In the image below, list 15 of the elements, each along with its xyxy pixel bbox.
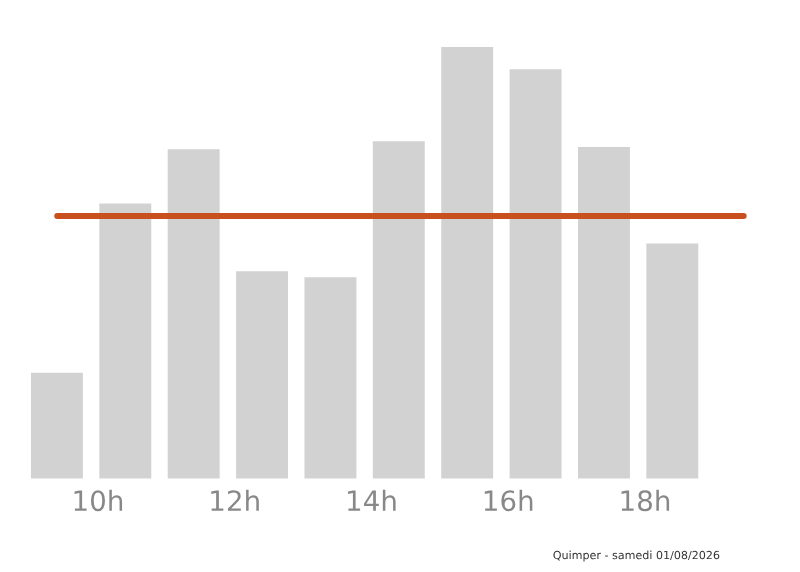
bar: [301, 274, 360, 480]
x-tick-label: 14h: [348, 489, 396, 511]
bar: [438, 44, 496, 480]
bar: [96, 200, 155, 480]
x-tick-label: 16h: [484, 489, 533, 512]
bar: [575, 144, 633, 480]
bar: [28, 370, 86, 480]
bar: [643, 240, 702, 480]
x-tick-label: 12h: [211, 489, 259, 511]
bar: [370, 138, 428, 480]
bar: [233, 268, 291, 480]
bar: [164, 146, 223, 480]
x-tick-label: 10h: [74, 489, 123, 512]
bar: [506, 66, 565, 480]
x-tick-label: 18h: [621, 489, 670, 512]
